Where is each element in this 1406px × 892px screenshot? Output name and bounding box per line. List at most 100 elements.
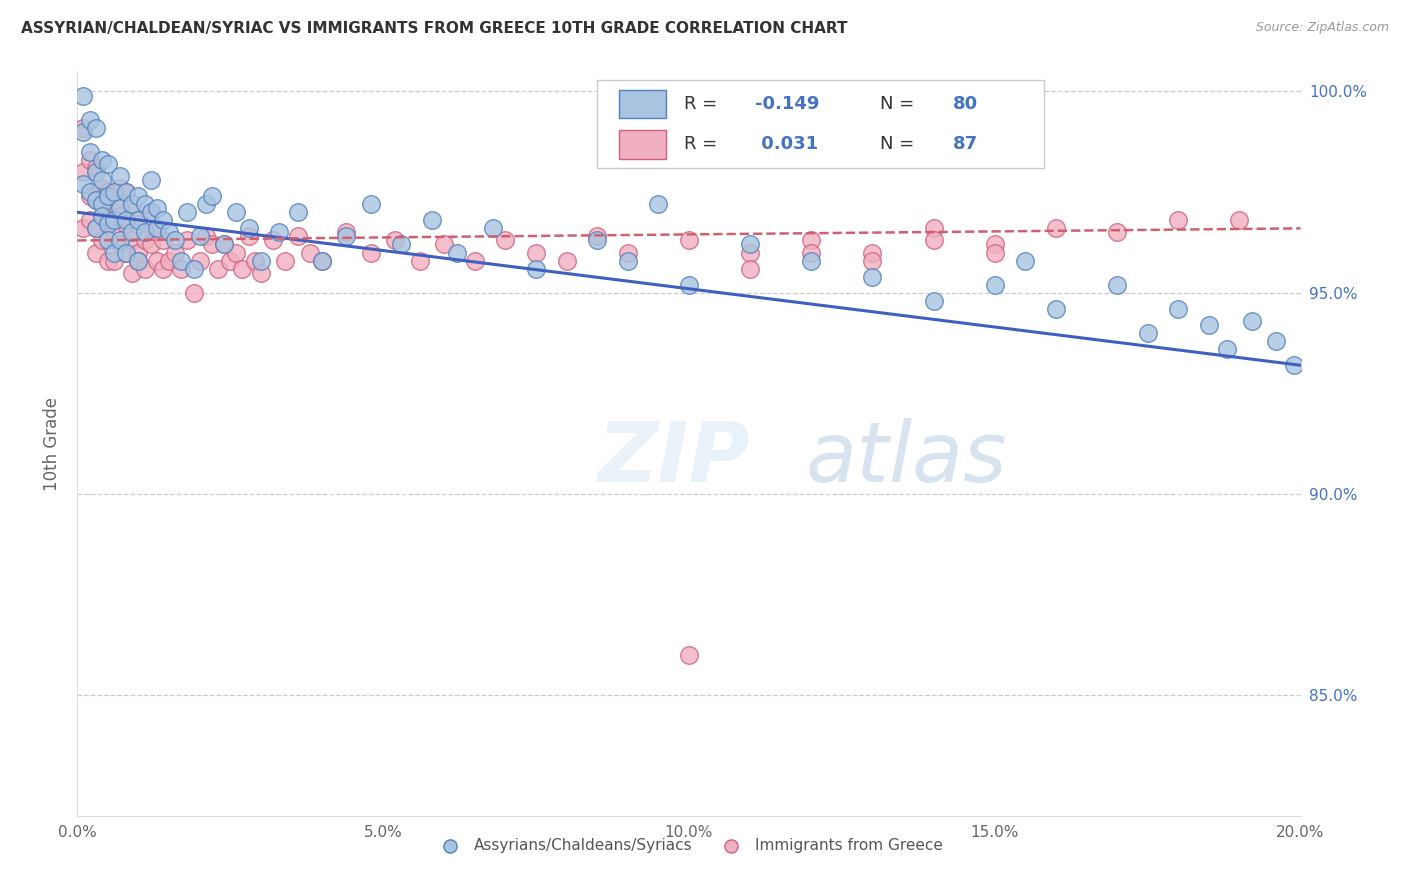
Point	[134, 261, 156, 276]
Point	[152, 213, 174, 227]
Point	[72, 125, 94, 139]
Text: N =: N =	[880, 136, 920, 153]
Point	[103, 245, 125, 260]
Text: R =: R =	[685, 95, 723, 113]
Point	[219, 253, 242, 268]
Point	[1229, 213, 1251, 227]
Point	[922, 234, 945, 248]
Point	[984, 277, 1007, 292]
Point	[1240, 314, 1263, 328]
Point	[79, 112, 101, 127]
Point	[1045, 301, 1067, 316]
Point	[84, 193, 107, 207]
Point	[922, 221, 945, 235]
Point	[127, 189, 149, 203]
Point	[238, 221, 260, 235]
Point	[84, 161, 107, 175]
Point	[79, 213, 101, 227]
Point	[84, 245, 107, 260]
Point	[298, 245, 321, 260]
Point	[1045, 221, 1067, 235]
Point	[201, 189, 224, 203]
Point	[127, 253, 149, 268]
Text: 80: 80	[953, 95, 979, 113]
Point	[115, 245, 138, 260]
Point	[647, 197, 669, 211]
Point	[152, 234, 174, 248]
Point	[157, 226, 180, 240]
Point	[108, 234, 131, 248]
Point	[207, 261, 229, 276]
Point	[409, 253, 432, 268]
Point	[152, 261, 174, 276]
Point	[79, 145, 101, 159]
Point	[311, 253, 333, 268]
Point	[90, 153, 112, 167]
Point	[862, 245, 884, 260]
Text: ASSYRIAN/CHALDEAN/SYRIAC VS IMMIGRANTS FROM GREECE 10TH GRADE CORRELATION CHART: ASSYRIAN/CHALDEAN/SYRIAC VS IMMIGRANTS F…	[21, 21, 848, 36]
Point	[115, 185, 138, 199]
Point	[139, 173, 162, 187]
Legend: Assyrians/Chaldeans/Syriacs, Immigrants from Greece: Assyrians/Chaldeans/Syriacs, Immigrants …	[429, 832, 949, 859]
Point	[84, 165, 107, 179]
Point	[139, 237, 162, 252]
Point	[1198, 318, 1220, 332]
Point	[188, 229, 211, 244]
Point	[84, 120, 107, 135]
Point	[287, 229, 309, 244]
Point	[115, 218, 138, 232]
Point	[72, 120, 94, 135]
Point	[121, 234, 143, 248]
Text: N =: N =	[880, 95, 920, 113]
Point	[678, 234, 700, 248]
Point	[311, 253, 333, 268]
Point	[800, 253, 823, 268]
Point	[740, 245, 762, 260]
Point	[188, 253, 211, 268]
Point	[524, 261, 547, 276]
Point	[84, 221, 107, 235]
Point	[1107, 277, 1129, 292]
Point	[84, 221, 107, 235]
Point	[740, 261, 762, 276]
Text: 0.031: 0.031	[755, 136, 818, 153]
Point	[194, 197, 217, 211]
Point	[108, 201, 131, 215]
Point	[176, 234, 198, 248]
Point	[90, 234, 112, 248]
Point	[862, 253, 884, 268]
Point	[1265, 334, 1288, 348]
Text: 87: 87	[953, 136, 979, 153]
Point	[103, 185, 125, 199]
Point	[194, 229, 217, 244]
Point	[360, 197, 382, 211]
Text: Source: ZipAtlas.com: Source: ZipAtlas.com	[1256, 21, 1389, 34]
Point	[146, 221, 169, 235]
Point	[586, 229, 609, 244]
Point	[121, 205, 143, 219]
Point	[79, 185, 101, 199]
Point	[201, 237, 224, 252]
Point	[127, 218, 149, 232]
Text: R =: R =	[685, 136, 723, 153]
Point	[108, 237, 131, 252]
Point	[1167, 213, 1189, 227]
Point	[90, 209, 112, 223]
Point	[90, 173, 112, 187]
Point	[165, 234, 187, 248]
Point	[146, 226, 169, 240]
Point	[165, 245, 187, 260]
Point	[243, 253, 266, 268]
Point	[72, 88, 94, 103]
Bar	[619, 90, 665, 118]
Point	[103, 197, 125, 211]
Point	[231, 261, 253, 276]
Point	[617, 253, 640, 268]
Point	[984, 245, 1007, 260]
Point	[212, 237, 235, 252]
Point	[446, 245, 468, 260]
Point	[984, 237, 1007, 252]
Point	[420, 213, 443, 227]
Point	[139, 205, 162, 219]
Point	[108, 169, 131, 183]
